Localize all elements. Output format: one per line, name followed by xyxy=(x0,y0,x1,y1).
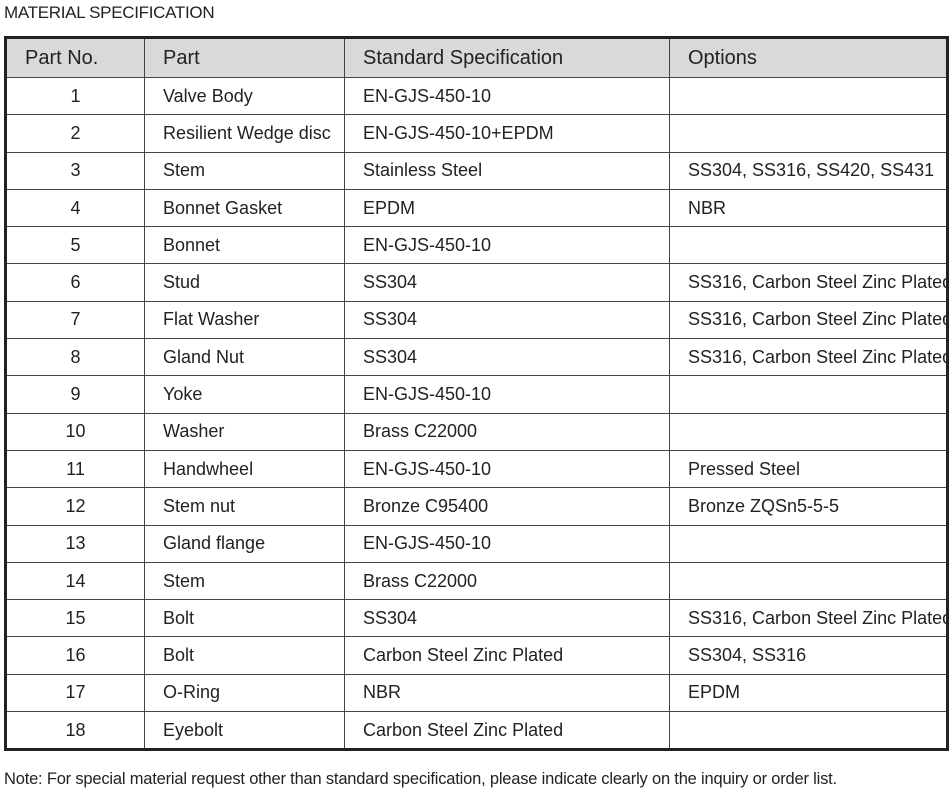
header-options: Options xyxy=(669,37,948,78)
cell-options xyxy=(669,711,948,751)
header-part-no: Part No. xyxy=(5,37,145,78)
table-row: 4 Bonnet Gasket EPDM NBR xyxy=(5,188,948,228)
table-row: 2 Resilient Wedge disc EN-GJS-450-10+EPDM xyxy=(5,114,948,153)
table-row: 15 Bolt SS304 SS316, Carbon Steel Zinc Plat… xyxy=(5,599,948,638)
table-row: 12 Stem nut Bronze C95400 Bronze ZQSn5-5-5 xyxy=(5,487,948,526)
cell-standard-specification: EN-GJS-450-10 xyxy=(344,524,670,563)
cell-part-no: 10 xyxy=(5,412,145,451)
table-row: 5 Bonnet EN-GJS-450-10 xyxy=(5,226,948,265)
cell-part: Stem xyxy=(144,561,345,601)
table-row: 17 O-Ring NBR EPDM xyxy=(5,673,948,713)
cell-options xyxy=(669,524,948,563)
cell-part: Handwheel xyxy=(144,449,345,489)
cell-part-no: 3 xyxy=(5,151,145,190)
cell-options: SS316, Carbon Steel Zinc Plated xyxy=(669,338,948,377)
cell-part: Bonnet Gasket xyxy=(144,188,345,228)
cell-standard-specification: Carbon Steel Zinc Plated xyxy=(344,636,670,675)
table-row: 13 Gland flange EN-GJS-450-10 xyxy=(5,524,948,563)
cell-part: Bolt xyxy=(144,599,345,638)
cell-standard-specification: SS304 xyxy=(344,263,670,302)
page-title: MATERIAL SPECIFICATION xyxy=(4,3,215,22)
cell-part-no: 18 xyxy=(5,711,145,751)
cell-part: Bonnet xyxy=(144,226,345,265)
cell-options: Bronze ZQSn5-5-5 xyxy=(669,487,948,526)
cell-part-no: 13 xyxy=(5,524,145,563)
cell-part: Bolt xyxy=(144,636,345,675)
cell-standard-specification: Carbon Steel Zinc Plated xyxy=(344,711,670,751)
cell-part-no: 9 xyxy=(5,375,145,414)
cell-part-no: 14 xyxy=(5,561,145,601)
cell-standard-specification: EN-GJS-450-10 xyxy=(344,226,670,265)
cell-standard-specification: EPDM xyxy=(344,188,670,228)
cell-part: Valve Body xyxy=(144,76,345,116)
table-row: 1 Valve Body EN-GJS-450-10 xyxy=(5,76,948,116)
cell-standard-specification: SS304 xyxy=(344,599,670,638)
cell-standard-specification: Brass C22000 xyxy=(344,412,670,451)
cell-standard-specification: Brass C22000 xyxy=(344,561,670,601)
cell-part-no: 16 xyxy=(5,636,145,675)
table-row: 10 Washer Brass C22000 xyxy=(5,412,948,451)
cell-standard-specification: EN-GJS-450-10 xyxy=(344,375,670,414)
cell-options xyxy=(669,114,948,153)
cell-part: Eyebolt xyxy=(144,711,345,751)
table-row: 9 Yoke EN-GJS-450-10 xyxy=(5,375,948,414)
cell-standard-specification: EN-GJS-450-10 xyxy=(344,449,670,489)
table-row: 11 Handwheel EN-GJS-450-10 Pressed Steel xyxy=(5,449,948,489)
cell-part: Resilient Wedge disc xyxy=(144,114,345,153)
table-row: 16 Bolt Carbon Steel Zinc Plated SS304, SS3… xyxy=(5,636,948,675)
cell-standard-specification: SS304 xyxy=(344,338,670,377)
cell-options: SS316, Carbon Steel Zinc Plated xyxy=(669,263,948,302)
table-row: 7 Flat Washer SS304 SS316, Carbon Steel Zin… xyxy=(5,300,948,340)
cell-part-no: 4 xyxy=(5,188,145,228)
cell-options: NBR xyxy=(669,188,948,228)
table-row: 14 Stem Brass C22000 xyxy=(5,561,948,601)
cell-options xyxy=(669,226,948,265)
cell-options: EPDM xyxy=(669,673,948,713)
cell-options xyxy=(669,375,948,414)
cell-part: Gland flange xyxy=(144,524,345,563)
cell-part: Washer xyxy=(144,412,345,451)
cell-part-no: 15 xyxy=(5,599,145,638)
cell-part: Stud xyxy=(144,263,345,302)
table-row: 3 Stem Stainless Steel SS304, SS316, SS420,… xyxy=(5,151,948,190)
cell-part-no: 5 xyxy=(5,226,145,265)
table-row: 6 Stud SS304 SS316, Carbon Steel Zinc Plate… xyxy=(5,263,948,302)
cell-standard-specification: Stainless Steel xyxy=(344,151,670,190)
cell-part-no: 2 xyxy=(5,114,145,153)
cell-options: SS304, SS316 xyxy=(669,636,948,675)
cell-options: SS316, Carbon Steel Zinc Plated xyxy=(669,599,948,638)
cell-standard-specification: NBR xyxy=(344,673,670,713)
cell-part-no: 6 xyxy=(5,263,145,302)
cell-options xyxy=(669,76,948,116)
cell-options: Pressed Steel xyxy=(669,449,948,489)
cell-part: Yoke xyxy=(144,375,345,414)
cell-part: Stem xyxy=(144,151,345,190)
cell-options: SS304, SS316, SS420, SS431 xyxy=(669,151,948,190)
cell-part-no: 8 xyxy=(5,338,145,377)
cell-part-no: 7 xyxy=(5,300,145,340)
header-standard-specification: Standard Specification xyxy=(344,37,670,78)
material-specification-table: Part No. Part Standard Specification Opt… xyxy=(4,36,949,752)
cell-options: SS316, Carbon Steel Zinc Plated xyxy=(669,300,948,340)
cell-part-no: 17 xyxy=(5,673,145,713)
cell-part-no: 11 xyxy=(5,449,145,489)
cell-standard-specification: SS304 xyxy=(344,300,670,340)
cell-part: Stem nut xyxy=(144,487,345,526)
cell-options xyxy=(669,561,948,601)
cell-part: Gland Nut xyxy=(144,338,345,377)
cell-standard-specification: EN-GJS-450-10 xyxy=(344,76,670,116)
cell-part: Flat Washer xyxy=(144,300,345,340)
cell-part: O-Ring xyxy=(144,673,345,713)
table-row: 8 Gland Nut SS304 SS316, Carbon Steel Zinc … xyxy=(5,338,948,377)
cell-part-no: 1 xyxy=(5,76,145,116)
table-row: 18 Eyebolt Carbon Steel Zinc Plated xyxy=(5,711,948,751)
header-part: Part xyxy=(144,37,345,78)
note: Note: For special material request other… xyxy=(4,770,837,788)
cell-standard-specification: EN-GJS-450-10+EPDM xyxy=(344,114,670,153)
cell-part-no: 12 xyxy=(5,487,145,526)
cell-options xyxy=(669,412,948,451)
table-header-row: Part No. Part Standard Specification Opt… xyxy=(5,37,948,78)
cell-standard-specification: Bronze C95400 xyxy=(344,487,670,526)
